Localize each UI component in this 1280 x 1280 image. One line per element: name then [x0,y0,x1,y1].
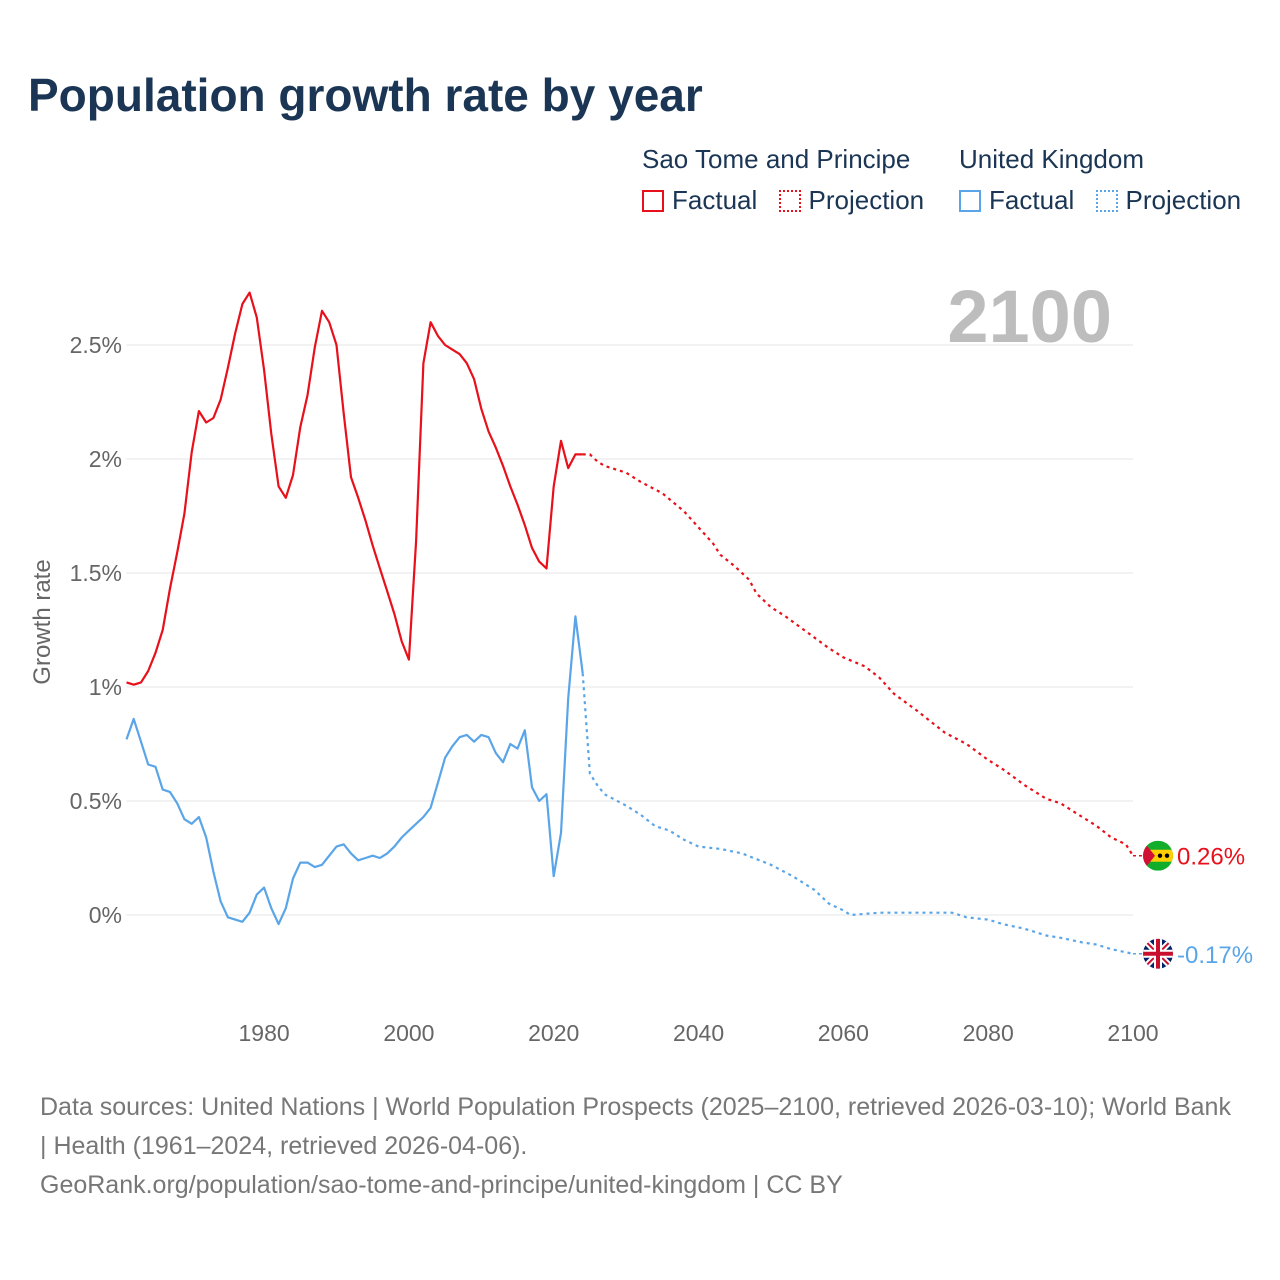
series-end-label: -0.17% [1177,942,1253,969]
legend-label: Factual [672,185,758,215]
x-tick-label: 2100 [1107,1020,1158,1046]
legend-item-projection[interactable]: Projection [1095,185,1242,216]
legend-label: Projection [808,185,925,215]
series-line-factual [125,615,584,926]
sao-tome-flag-icon [1143,840,1173,871]
legend-label: Projection [1125,185,1242,215]
x-tick-label: 2000 [383,1020,434,1046]
source-link[interactable]: GeoRank.org/population/sao-tome-and-prin… [40,1171,843,1199]
y-tick-label: 2.5% [70,332,122,358]
data-sources: Data sources: United Nations | World Pop… [40,1093,1231,1160]
legend-item-projection[interactable]: Projection [778,185,925,216]
y-axis-label: Growth rate [29,559,56,684]
y-tick-label: 0.5% [70,788,122,814]
y-tick-label: 1.5% [70,560,122,586]
y-tick-label: 2% [89,446,122,472]
x-tick-label: 2060 [818,1020,869,1046]
series-line-projection [582,453,1134,857]
solid-swatch-icon [642,189,664,212]
series-line-projection [581,673,1134,955]
x-tick-label: 2040 [673,1020,724,1046]
dotted-swatch-icon [778,189,801,212]
series-line-factual [126,291,583,686]
x-tick-label: 2080 [963,1020,1014,1046]
y-tick-label: 0% [89,902,122,928]
x-tick-label: 2020 [528,1020,579,1046]
solid-swatch-icon [959,189,981,212]
dotted-swatch-icon [1095,189,1118,212]
series-end-label: 0.26% [1177,844,1245,871]
legend-label: Factual [989,185,1075,215]
x-tick-label: 1980 [238,1020,289,1046]
legend-item-factual[interactable]: Factual [642,185,757,216]
legend-united-kingdom: United Kingdom Factual Projection [959,144,1255,219]
legend-group-name: United Kingdom [959,144,1144,174]
current-year-label: 2100 [947,275,1112,358]
chart-title: Population growth rate by year [28,69,703,121]
legend-sao-tome: Sao Tome and Principe Factual Projection [642,144,938,219]
footer: Data sources: United Nations | World Pop… [40,1088,1240,1205]
legend-item-factual[interactable]: Factual [959,185,1074,216]
uk-flag-icon [1143,938,1173,969]
y-tick-label: 1% [89,674,122,700]
legend-group-name: Sao Tome and Principe [642,144,911,174]
